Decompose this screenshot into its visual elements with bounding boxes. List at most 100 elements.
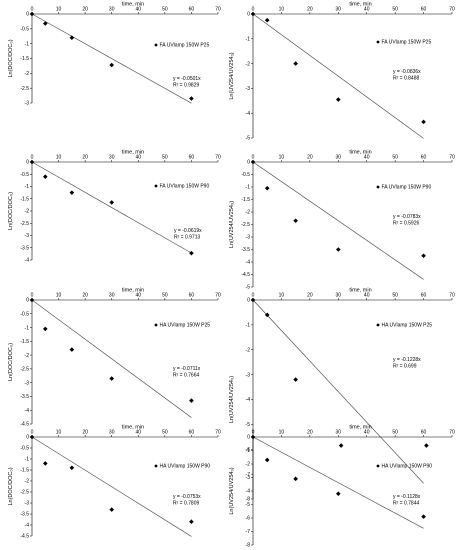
x-tick-label: 10: [279, 7, 285, 13]
y-tick-label: -1: [246, 37, 251, 43]
chart-panel: 0 10 20 30 40 50 60 70 0 -0.5 -1 -1.5 -2 -2.5 -3 -3.5 -4…: [229, 150, 455, 291]
data-point: [189, 398, 194, 403]
y-tick-label: -1: [25, 325, 30, 331]
y-tick-label: -4.5: [20, 534, 29, 540]
y-tick-label: 0: [247, 298, 250, 304]
x-tick-label: 20: [307, 430, 313, 436]
x-tick-label: 20: [307, 293, 313, 299]
x-tick-label: 70: [449, 430, 455, 436]
x-axis-title: time, min: [122, 150, 144, 156]
y-tick-label: -2.5: [20, 221, 29, 227]
x-tick-label: 60: [189, 7, 195, 13]
chart-panel: 0 10 20 30 40 50 60 70 0 -1 -2 -3 -4 -5 -6 -7 -8 time, mi…: [229, 425, 455, 549]
y-axis-title: Ln(UV254/UV254₀): [229, 201, 235, 248]
x-tick-label: 60: [421, 293, 427, 299]
x-axis-title: time, min: [122, 425, 144, 431]
y-tick-label: -1: [246, 323, 251, 329]
data-point: [42, 326, 48, 332]
x-tick-label: 50: [162, 293, 168, 299]
trendline-equation: y = -0.0753x: [173, 494, 201, 500]
trendline-equation: y = -0.0836x: [393, 69, 421, 75]
x-tick-label: 70: [449, 7, 455, 13]
legend-label: FA UVlamp 150W P25: [160, 43, 210, 49]
y-tick-label: -2: [246, 462, 251, 468]
y-tick-label: -2: [25, 71, 30, 77]
y-axis-title: Ln(UV254/UV254₀): [229, 376, 235, 423]
data-point: [109, 507, 115, 512]
trendline-equation: y = -0.0619x: [174, 228, 202, 234]
x-tick-label: 50: [162, 155, 168, 161]
x-tick-label: 10: [56, 155, 62, 161]
legend-marker: [376, 40, 380, 44]
x-tick-label: 70: [215, 293, 221, 299]
x-tick-label: 10: [279, 430, 285, 436]
data-point: [29, 434, 35, 440]
data-point: [69, 35, 75, 41]
data-point: [69, 190, 75, 195]
chart-panel: 0 10 20 30 40 50 60 70 0 -1 -2 -3 -4 -5 -6 -7 -8 time, mi…: [229, 288, 455, 503]
x-tick-label: 40: [136, 7, 142, 13]
y-tick-label: 0: [247, 435, 250, 441]
data-point: [424, 443, 429, 448]
y-tick-label: -3: [25, 233, 30, 239]
data-point: [250, 297, 256, 303]
x-axis-title: time, min: [122, 288, 144, 294]
y-tick-label: 0: [26, 298, 29, 304]
data-point: [338, 443, 344, 448]
chart-panel: 0 10 20 30 40 50 60 70 0 -1 -2 -3 -4 -5 time, min Ln(UV…: [229, 2, 455, 142]
x-tick-label: 50: [392, 430, 398, 436]
y-axis-title: Ln(UV254/UV254₀): [229, 467, 235, 514]
y-tick-label: -4: [25, 523, 30, 529]
y-tick-label: -3.5: [20, 245, 29, 251]
y-tick-label: -2: [25, 209, 30, 215]
y-tick-label: -3.5: [20, 512, 29, 518]
x-tick-label: 30: [336, 430, 342, 436]
data-point: [29, 11, 35, 17]
y-tick-label: -5: [246, 285, 251, 291]
data-point: [293, 61, 298, 66]
x-tick-label: 70: [215, 7, 221, 13]
y-tick-label: -0.5: [20, 311, 29, 317]
y-tick-label: -4: [246, 397, 251, 403]
trendline: [31, 13, 192, 104]
trendline-r-squared: R² = 0.7844: [393, 501, 419, 507]
trendline-equation: y = -0.0711x: [173, 366, 201, 372]
y-tick-label: -1: [25, 41, 30, 47]
x-tick-label: 0: [31, 430, 34, 436]
trendline-r-squared: R² = 0.9713: [174, 235, 200, 241]
trendline-r-squared: R² = 0.8488: [393, 76, 419, 82]
x-tick-label: 0: [252, 430, 255, 436]
x-tick-label: 0: [252, 7, 255, 13]
x-tick-label: 60: [421, 155, 427, 161]
data-point: [109, 376, 115, 381]
y-tick-label: -4: [246, 111, 251, 117]
data-point: [421, 514, 426, 519]
data-point: [250, 434, 256, 440]
trendline: [252, 161, 424, 280]
y-tick-label: -3: [246, 235, 251, 241]
y-tick-label: -4.5: [241, 272, 250, 278]
data-point: [109, 200, 115, 205]
x-tick-label: 70: [449, 293, 455, 299]
y-tick-label: -3: [25, 380, 30, 386]
x-tick-label: 20: [82, 293, 88, 299]
data-point: [69, 347, 75, 352]
trendline: [31, 436, 192, 537]
data-point: [264, 312, 270, 318]
y-axis-title: Ln(DOC/DOC₀): [8, 343, 14, 381]
data-point: [109, 62, 115, 68]
chart-panel: 0 10 20 30 40 50 60 70 0 -0.5 -1 -1.5 -2 -2.5 -3 -3.5 -4…: [8, 425, 221, 540]
y-tick-label: -1: [25, 184, 30, 190]
trendline-equation: y = -0.1228x: [393, 357, 421, 363]
y-tick-label: -3: [246, 475, 251, 481]
y-tick-label: -3: [246, 372, 251, 378]
legend-marker: [376, 185, 380, 189]
data-point: [335, 97, 341, 102]
trendline: [252, 13, 424, 139]
y-tick-label: -2.5: [20, 86, 29, 92]
trendline-r-squared: R² = 0.7664: [173, 373, 199, 379]
x-tick-label: 30: [109, 7, 115, 13]
x-tick-label: 50: [392, 293, 398, 299]
x-tick-label: 10: [279, 155, 285, 161]
y-tick-label: -1.5: [241, 197, 250, 203]
